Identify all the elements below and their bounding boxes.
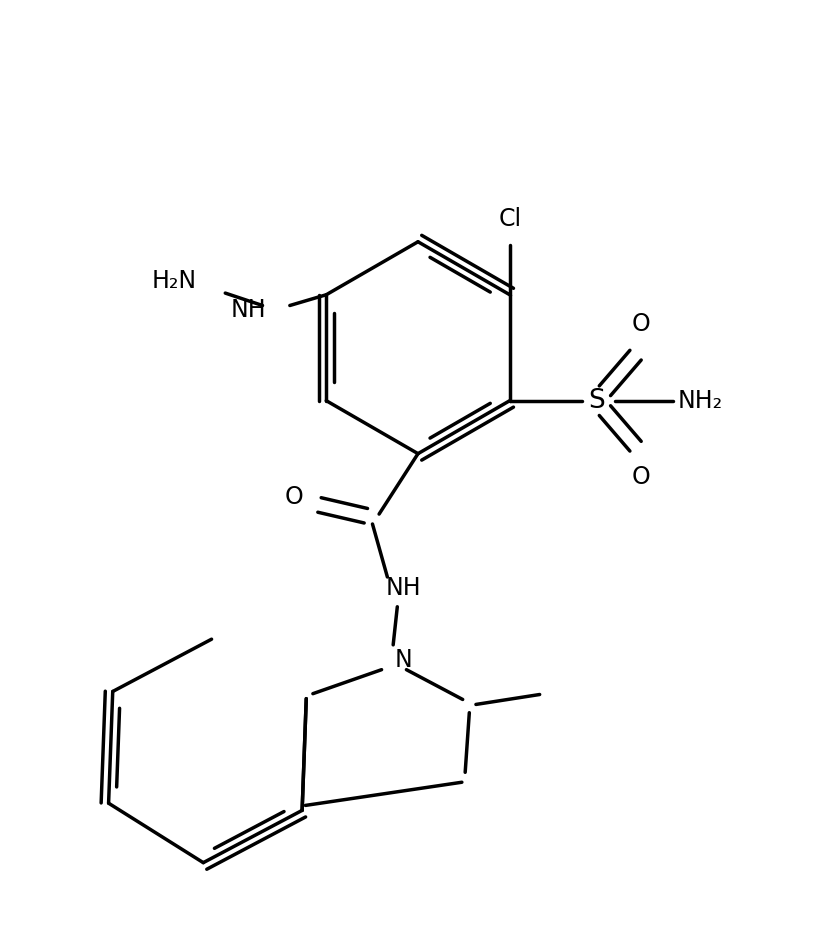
Text: S: S: [589, 387, 605, 414]
Text: O: O: [632, 466, 650, 489]
Text: NH: NH: [231, 298, 267, 322]
Text: H₂N: H₂N: [151, 268, 196, 292]
Text: NH₂: NH₂: [678, 388, 723, 412]
Text: O: O: [284, 485, 303, 508]
Text: NH: NH: [386, 576, 421, 600]
Text: O: O: [632, 312, 650, 336]
Text: Cl: Cl: [498, 207, 522, 231]
Text: N: N: [395, 647, 412, 672]
